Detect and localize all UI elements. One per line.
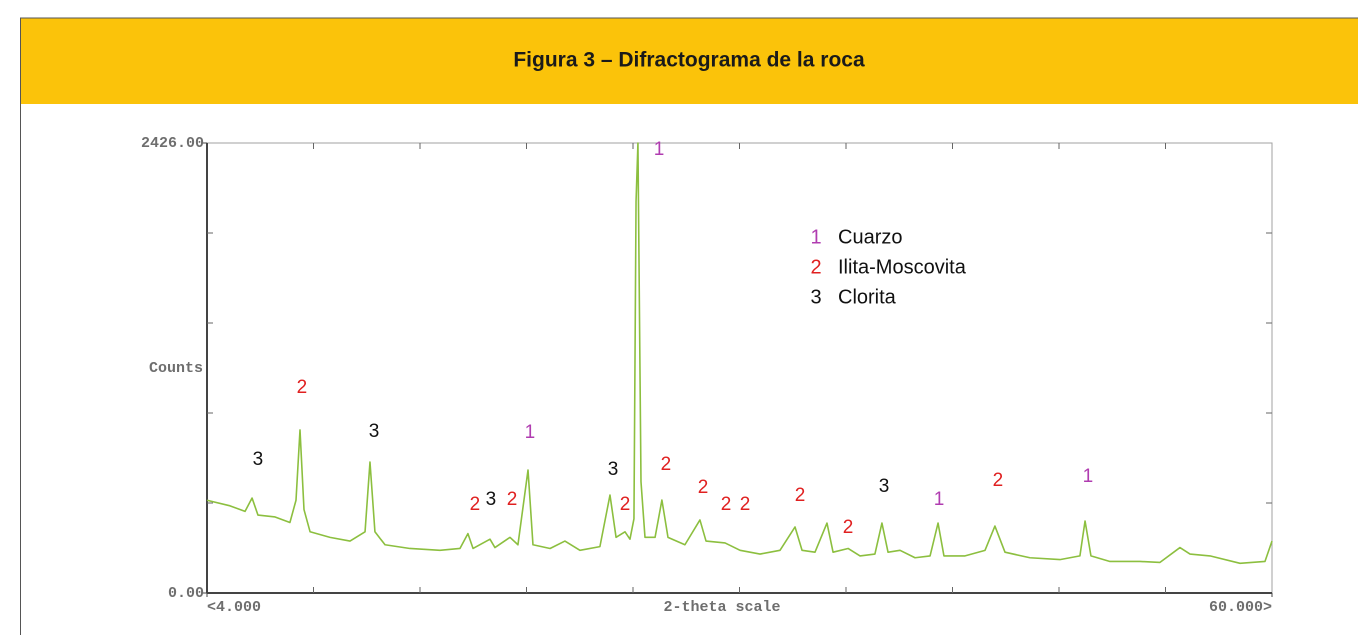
peak-label: 3 (879, 476, 890, 497)
peak-label: 2 (661, 454, 672, 475)
peak-label: 1 (654, 139, 665, 160)
peak-label: 3 (608, 459, 619, 480)
x-axis-label: 2-theta scale (663, 599, 780, 616)
diffraction-line (206, 142, 1273, 565)
peak-label: 1 (934, 489, 945, 510)
x-tick-label: 60.000> (1209, 599, 1272, 616)
peak-label: 3 (369, 421, 380, 442)
peak-label: 2 (795, 485, 806, 506)
peak-label: 3 (253, 449, 264, 470)
peak-label: 3 (486, 489, 497, 510)
peak-label: 2 (843, 517, 854, 538)
peak-label: 2 (740, 494, 751, 515)
header-band (20, 18, 1358, 104)
legend-label: Clorita (838, 286, 897, 308)
plot-frame (206, 142, 1273, 594)
peak-label: 2 (507, 489, 518, 510)
peak-label: 2 (297, 377, 308, 398)
peak-label: 2 (698, 477, 709, 498)
peak-label: 2 (470, 494, 481, 515)
y-axis-label: Counts (149, 360, 203, 377)
x-tick-label: <4.000 (207, 599, 261, 616)
y-tick-label: 2426.00 (141, 135, 204, 152)
peak-label: 1 (1083, 466, 1094, 487)
peak-label: 2 (721, 494, 732, 515)
peak-label: 2 (620, 494, 631, 515)
peak-label: 1 (525, 422, 536, 443)
legend-label: Ilita-Moscovita (838, 256, 967, 278)
legend-key: 1 (810, 226, 821, 248)
legend-key: 3 (810, 286, 821, 308)
legend-label: Cuarzo (838, 226, 902, 248)
legend-key: 2 (810, 256, 821, 278)
peak-label: 2 (993, 470, 1004, 491)
y-tick-label: 0.00 (168, 585, 204, 602)
chart-title: Figura 3 – Difractograma de la roca (513, 49, 865, 72)
